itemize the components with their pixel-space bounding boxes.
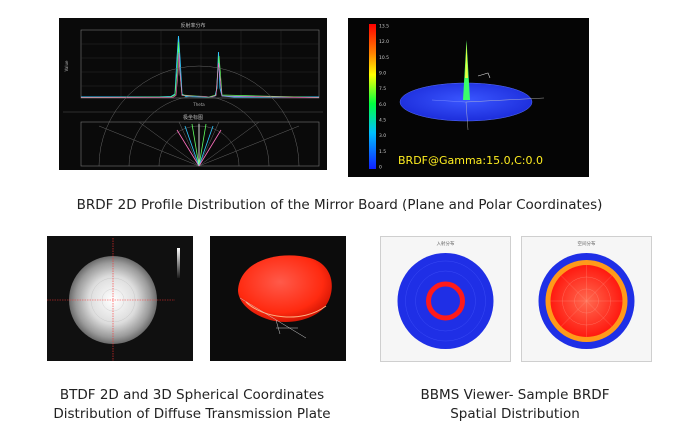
colorbar-tick-label: 6.0: [379, 102, 386, 108]
profile-y-label: Value: [64, 60, 69, 72]
btdf-3d-panel: [210, 236, 346, 361]
colorbar-tick-label: 3.0: [379, 133, 386, 139]
disk-axis-right: [465, 97, 545, 103]
bbms-caption-line2: Spatial Distribution: [450, 406, 580, 422]
profile-curve-pink: [80, 52, 320, 98]
profile-frame: [80, 29, 320, 99]
colorbar-tick-label: 1.5: [379, 149, 386, 155]
bbms-left-disk: [397, 253, 494, 349]
colorbar-ticks: 13.5 12.0 10.5 9.0 7.5 6.0 4.5 3.0 1.5 0: [379, 24, 389, 171]
brdf-spike-tip: [465, 42, 468, 78]
bbms-left-title: 入射分布: [437, 240, 455, 247]
colorbar-tick-label: 0: [379, 165, 382, 171]
brdf-profile-caption: BRDF 2D Profile Distribution of the Mirr…: [76, 197, 603, 213]
profile-curve-green: [80, 41, 320, 98]
btdf-caption-line2: Distribution of Diffuse Transmission Pla…: [53, 406, 331, 422]
btdf-2d-panel: [47, 236, 193, 361]
colorbar-tick-label: 7.5: [379, 86, 386, 92]
colorbar-tick-label: 12.0: [379, 39, 389, 45]
bbms-left-grid: [405, 260, 486, 342]
bbms-right-panel: 空间分布: [521, 236, 652, 362]
bbms-caption-line1: BBMS Viewer- Sample BRDF: [420, 387, 610, 403]
brdf-3d-panel: 13.5 12.0 10.5 9.0 7.5 6.0 4.5 3.0 1.5 0 BRDF@Gam…: [348, 18, 589, 177]
dome-axis-x: [239, 297, 307, 339]
btdf-caption: BTDF 2D and 3D Spherical Coordinates Dis…: [22, 386, 362, 424]
bbms-right-grid: [550, 265, 623, 337]
btdf-dome: [238, 255, 332, 322]
btdf-2d-graphic: [47, 238, 180, 361]
polar-frame: [80, 121, 320, 167]
colorbar-tick-label: 10.5: [379, 55, 389, 61]
bbms-left-panel: 入射分布: [380, 236, 511, 362]
dome-axis-y: [275, 319, 281, 335]
btdf-caption-line1: BTDF 2D and 3D Spherical Coordinates: [59, 387, 325, 403]
bbms-right-graphic: 空间分布: [538, 240, 635, 349]
disk-axis-left: [431, 99, 467, 103]
bbms-left-graphic: 入射分布: [397, 240, 494, 349]
polar-lobes: [176, 123, 222, 167]
profile-x-label: Theta: [192, 102, 205, 107]
brdf-profile-graphic: 反射率分布 Value Theta 极坐标图: [63, 22, 323, 167]
dome-rim: [245, 301, 327, 318]
disk-axis-front: [465, 101, 469, 131]
brdf-profile-panel: 反射率分布 Value Theta 极坐标图: [59, 18, 327, 170]
polar-title: 极坐标图: [183, 114, 203, 121]
bbms-left-ring: [426, 281, 465, 321]
colorbar: [369, 24, 376, 169]
brdf-3d-graphic: 13.5 12.0 10.5 9.0 7.5 6.0 4.5 3.0 1.5 0 BRDF@Gam…: [369, 24, 545, 171]
profile-curve-cyan: [81, 35, 319, 98]
colorbar-tick-label: 9.0: [379, 71, 386, 77]
brdf-overlay-label: BRDF@Gamma:15.0,C:0.0: [398, 154, 543, 167]
bbms-right-title: 空间分布: [578, 240, 596, 247]
colorbar-tick-label: 4.5: [379, 118, 386, 124]
btdf-3d-graphic: [238, 255, 332, 339]
spike-marker: [477, 72, 491, 79]
colorbar-tick-label: 13.5: [379, 24, 389, 30]
profile-grid: [81, 30, 319, 98]
bbms-caption: BBMS Viewer- Sample BRDF Spatial Distrib…: [380, 386, 650, 424]
btdf-grayscale-bar: [177, 248, 180, 278]
profile-title: 反射率分布: [180, 22, 205, 29]
